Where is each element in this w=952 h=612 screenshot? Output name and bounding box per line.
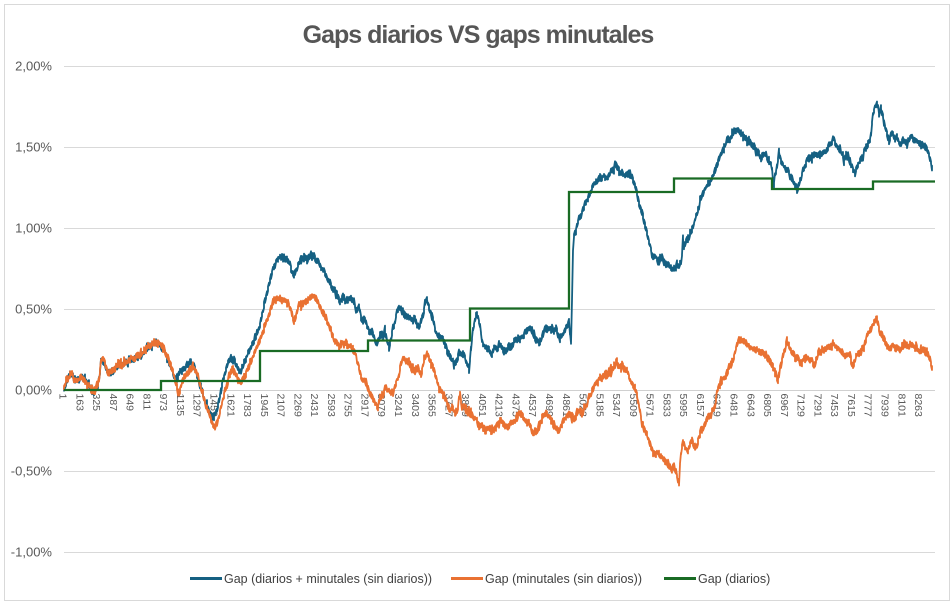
svg-text:2917: 2917 [358, 394, 370, 418]
svg-text:973: 973 [157, 394, 169, 412]
svg-text:2755: 2755 [342, 394, 354, 418]
svg-text:4213: 4213 [493, 394, 505, 418]
svg-text:6157: 6157 [694, 394, 706, 418]
svg-text:5995: 5995 [677, 394, 689, 418]
svg-text:4051: 4051 [476, 394, 488, 418]
svg-text:5347: 5347 [610, 394, 622, 418]
svg-text:7291: 7291 [811, 394, 823, 418]
svg-text:7777: 7777 [862, 394, 874, 418]
svg-text:5509: 5509 [627, 394, 639, 418]
svg-text:1297: 1297 [191, 394, 203, 418]
svg-text:487: 487 [107, 394, 119, 412]
svg-text:649: 649 [124, 394, 136, 412]
svg-text:1: 1 [57, 394, 69, 400]
svg-text:3403: 3403 [409, 394, 421, 418]
svg-text:325: 325 [90, 394, 102, 412]
svg-text:2269: 2269 [291, 394, 303, 418]
svg-text:1,50%: 1,50% [15, 140, 52, 155]
svg-text:5671: 5671 [644, 394, 656, 418]
svg-text:7453: 7453 [828, 394, 840, 418]
svg-text:2107: 2107 [275, 394, 287, 418]
svg-text:-1,00%: -1,00% [11, 545, 53, 560]
svg-text:6805: 6805 [761, 394, 773, 418]
svg-text:-0,50%: -0,50% [11, 464, 53, 479]
svg-text:1783: 1783 [241, 394, 253, 418]
svg-text:1,00%: 1,00% [15, 221, 52, 236]
svg-text:5185: 5185 [593, 394, 605, 418]
svg-text:2431: 2431 [308, 394, 320, 418]
svg-text:163: 163 [73, 394, 85, 412]
svg-text:8101: 8101 [895, 394, 907, 418]
svg-text:7615: 7615 [845, 394, 857, 418]
svg-text:2,00%: 2,00% [15, 59, 52, 74]
svg-text:2593: 2593 [325, 394, 337, 418]
svg-text:Gap (minutales (sin diarios)): Gap (minutales (sin diarios)) [485, 572, 642, 586]
svg-text:4537: 4537 [526, 394, 538, 418]
svg-text:0,50%: 0,50% [15, 302, 52, 317]
svg-text:1621: 1621 [224, 394, 236, 418]
svg-text:7129: 7129 [795, 394, 807, 418]
svg-text:Gap (diarios + minutales (sin: Gap (diarios + minutales (sin diarios)) [224, 572, 432, 586]
svg-text:5833: 5833 [660, 394, 672, 418]
svg-text:1135: 1135 [174, 394, 186, 417]
svg-text:6643: 6643 [744, 394, 756, 418]
svg-text:1945: 1945 [258, 394, 270, 418]
svg-text:6967: 6967 [778, 394, 790, 418]
svg-text:3241: 3241 [392, 394, 404, 418]
svg-text:811: 811 [140, 394, 152, 411]
svg-text:7939: 7939 [878, 394, 890, 418]
svg-text:3565: 3565 [426, 394, 438, 418]
svg-text:Gap (diarios): Gap (diarios) [698, 572, 770, 586]
svg-text:0,00%: 0,00% [15, 383, 52, 398]
svg-text:Gaps diarios VS gaps minutales: Gaps diarios VS gaps minutales [303, 21, 654, 49]
svg-text:8263: 8263 [912, 394, 924, 418]
svg-text:6481: 6481 [728, 394, 740, 418]
